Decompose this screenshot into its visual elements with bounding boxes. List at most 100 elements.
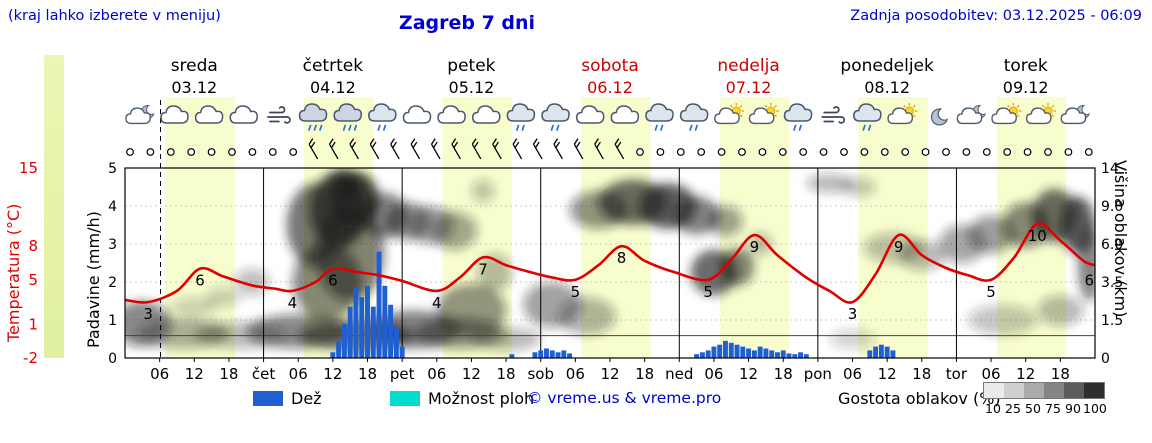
day-date: 06.12 [587, 78, 633, 97]
calm-circle-icon [126, 148, 134, 156]
copyright-link[interactable]: © vreme.us & vreme.pro [527, 389, 722, 407]
cloud-density-ticks: 10 25 50 75 90 100 [985, 401, 1107, 416]
cloud-icon [575, 105, 605, 124]
svg-text:5: 5 [28, 271, 38, 289]
calm-circle-icon [880, 148, 889, 156]
calm-circle-icon [1044, 148, 1052, 156]
svg-text:pon: pon [804, 365, 832, 383]
svg-text:4: 4 [432, 294, 442, 312]
cloud-height-ticks: 14 9.0 6.0 3.5 1.5 0 [1101, 161, 1123, 367]
wind-barb-icon [573, 138, 584, 160]
wind-barb-icon [390, 138, 400, 160]
day-date: 09.12 [1003, 78, 1049, 97]
calm-circle-icon [819, 148, 828, 156]
svg-text:06: 06 [427, 365, 446, 383]
svg-text:5: 5 [108, 161, 117, 177]
svg-text:0: 0 [108, 351, 117, 367]
svg-text:06: 06 [843, 365, 862, 383]
svg-text:06: 06 [704, 365, 723, 383]
wind-barb-icon [349, 138, 359, 160]
sun-cloud-icon [991, 103, 1022, 125]
cloud-density-gradient [983, 382, 1105, 399]
showers-legend-label: Možnost ploh [428, 389, 535, 408]
svg-text:15: 15 [19, 159, 38, 177]
wind-barb-icon [614, 138, 625, 160]
calm-circle-icon [248, 148, 257, 156]
svg-text:6.0: 6.0 [1101, 237, 1123, 253]
wind-barb-icon [471, 138, 482, 160]
calm-circle-icon [207, 148, 216, 156]
svg-text:12: 12 [462, 365, 481, 383]
calm-circle-icon [1003, 148, 1012, 156]
svg-text:18: 18 [912, 365, 931, 383]
svg-text:3: 3 [143, 305, 153, 323]
wind-barb-icon [328, 138, 339, 160]
calm-circle-icon [942, 148, 950, 156]
wind-barb-icon [308, 138, 319, 160]
svg-text:1: 1 [28, 315, 38, 333]
calm-circle-icon [697, 148, 706, 156]
wind-barb-icon [594, 138, 604, 160]
svg-text:3.5: 3.5 [1101, 275, 1123, 291]
rain-legend-label: Dež [291, 389, 322, 408]
drizzle-icon [368, 103, 397, 131]
calm-circle-icon [860, 148, 869, 156]
svg-text:6: 6 [195, 272, 205, 290]
svg-text:ned: ned [665, 365, 693, 383]
calm-circle-icon [962, 148, 971, 156]
calm-circle-icon [758, 148, 767, 156]
wind-row [126, 138, 1093, 160]
calm-circle-icon [738, 148, 746, 156]
svg-text:10: 10 [1028, 227, 1047, 245]
wind-barb-icon [410, 138, 421, 160]
wind-barb-icon [553, 138, 563, 160]
calm-circle-icon [676, 148, 685, 156]
svg-text:9.0: 9.0 [1101, 199, 1123, 215]
svg-text:6: 6 [1084, 272, 1094, 290]
drizzle-icon [645, 103, 674, 131]
svg-text:18: 18 [358, 365, 377, 383]
wind-barb-icon [430, 138, 441, 160]
sun-cloud-icon [1025, 103, 1057, 125]
svg-text:čet: čet [252, 365, 275, 383]
day-name: sobota [581, 56, 639, 76]
drizzle-icon [506, 103, 536, 131]
calm-circle-icon [799, 148, 808, 156]
weather-icons-row [125, 103, 1090, 131]
svg-text:6: 6 [328, 272, 338, 290]
svg-text:8: 8 [617, 249, 627, 267]
cloud-icon [229, 105, 259, 124]
svg-text:12: 12 [600, 365, 619, 383]
svg-text:12: 12 [878, 365, 897, 383]
svg-text:4: 4 [108, 199, 117, 215]
time-axis-labels: 06 12 18 čet 06 12 18 pet 06 12 18 sob 06 12 18 ned 06 12… [150, 358, 1070, 383]
drizzle-icon [783, 103, 813, 131]
svg-text:tor: tor [946, 365, 968, 383]
svg-text:06: 06 [982, 365, 1001, 383]
svg-text:12: 12 [739, 365, 758, 383]
moon-cloud-icon [956, 105, 986, 125]
day-name: petek [447, 56, 495, 76]
cloud-icon [471, 105, 501, 124]
calm-circle-icon [1084, 148, 1093, 156]
precipitation-ticks: 0 1 2 3 4 5 [108, 161, 117, 367]
wind-icon [821, 106, 846, 124]
svg-text:7: 7 [478, 260, 488, 278]
temperature-colorbar [44, 55, 64, 358]
svg-text:18: 18 [497, 365, 516, 383]
sun-cloud-icon [887, 103, 918, 125]
svg-text:2: 2 [108, 275, 117, 291]
calm-circle-icon [656, 148, 665, 156]
location-hint: (kraj lahko izberete v meniju) [8, 8, 221, 24]
svg-text:18: 18 [1051, 365, 1070, 383]
rain-icon [298, 103, 328, 131]
moon-cloud-icon [125, 105, 155, 125]
calm-circle-icon [166, 148, 175, 156]
drizzle-icon [853, 103, 882, 131]
svg-text:9: 9 [894, 238, 904, 256]
cloud-icon [160, 105, 189, 124]
svg-text:18: 18 [774, 365, 793, 383]
drizzle-icon [679, 103, 709, 131]
page-title: Zagreb 7 dni [398, 12, 536, 34]
day-name: sreda [171, 56, 218, 76]
